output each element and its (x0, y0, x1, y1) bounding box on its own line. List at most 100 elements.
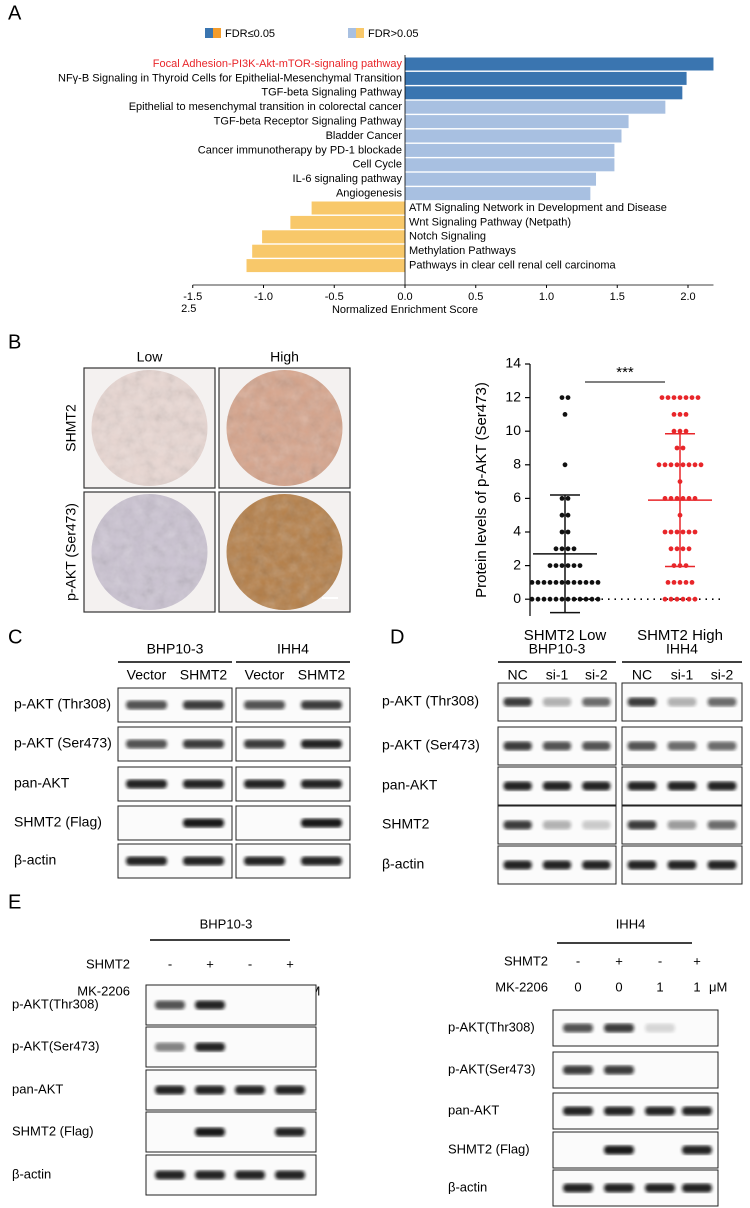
category-label: Pathways in clear cell renal cell carcin… (409, 260, 617, 272)
data-point (692, 596, 698, 602)
data-point (559, 546, 565, 552)
data-point (589, 596, 595, 602)
row-label: β-actin (382, 856, 424, 872)
treatment-value: 0 (615, 979, 622, 994)
data-point (662, 529, 668, 535)
data-point (559, 580, 565, 585)
data-point (674, 546, 680, 552)
band (195, 1170, 225, 1180)
category-label: Cell Cycle (352, 159, 402, 171)
treatment-value: 1 (656, 979, 663, 994)
data-point (541, 580, 547, 585)
data-point (677, 395, 683, 400)
data-point (674, 596, 680, 602)
category-label: Notch Signaling (409, 231, 486, 243)
panel-label: D (390, 626, 404, 648)
band (182, 779, 225, 789)
annotation: 2.5 (181, 303, 196, 315)
bar (405, 100, 666, 114)
data-point (692, 529, 698, 535)
group-label: IHH4 (666, 641, 698, 657)
legend-swatch (205, 28, 213, 38)
y-tick-label: 4 (513, 523, 521, 539)
data-point (535, 596, 541, 602)
treatment-label: SHMT2 (504, 953, 548, 968)
panel-label: E (8, 891, 21, 913)
band (707, 860, 737, 870)
data-point (565, 512, 571, 518)
data-point (686, 596, 692, 602)
band (125, 700, 168, 710)
data-point (559, 395, 565, 400)
unit-label: μM (709, 979, 727, 994)
lane-label: Vector (127, 667, 167, 683)
lane-label: si-1 (546, 667, 569, 683)
data-point (671, 412, 677, 417)
bar (405, 158, 615, 172)
data-point (698, 462, 704, 468)
data-point (683, 428, 689, 434)
data-point (668, 596, 674, 602)
data-point (559, 496, 565, 501)
data-point (677, 428, 683, 434)
lane-label: si-2 (711, 667, 734, 683)
category-label: Wnt Signaling Pathway (Netpath) (409, 216, 571, 228)
row-label: pan-AKT (382, 777, 438, 793)
data-point (674, 529, 680, 535)
band (243, 700, 286, 710)
data-point (559, 512, 565, 518)
y-tick-label: 0 (513, 590, 521, 606)
data-point (577, 596, 583, 602)
lane-label: NC (632, 667, 652, 683)
bar (311, 201, 405, 215)
treatment-value: - (576, 953, 580, 968)
data-point (689, 395, 695, 400)
band (182, 700, 225, 710)
band (627, 781, 657, 791)
tissue-texture (91, 494, 208, 610)
row-label: β-actin (14, 852, 56, 868)
row-label: p-AKT(Ser473) (448, 1061, 535, 1076)
category-label: Focal Adhesion-PI3K-Akt-mTOR-signaling p… (153, 58, 403, 70)
treatment-value: - (168, 956, 172, 971)
lane-label: NC (508, 667, 528, 683)
band (300, 779, 343, 789)
legend-swatch (356, 28, 364, 38)
band (627, 741, 657, 751)
x-axis-label: Normalized Enrichment Score (332, 304, 478, 316)
treatment-label: MK-2206 (77, 983, 130, 998)
band (563, 1183, 593, 1193)
band (125, 856, 168, 866)
data-point (565, 580, 571, 585)
band (155, 1085, 185, 1095)
tissue-texture (226, 494, 343, 610)
category-label: TGF-beta Receptor Signaling Pathway (214, 116, 403, 128)
category-label: Angiogenesis (336, 188, 403, 200)
row-label: p-AKT (Thr308) (14, 696, 111, 712)
data-point (668, 462, 674, 468)
data-point (583, 596, 589, 602)
y-tick-label: 12 (505, 388, 521, 404)
band (155, 1000, 185, 1010)
lane-label: Vector (245, 667, 285, 683)
x-tick-label: SHMT2 High (637, 627, 723, 644)
band (563, 1023, 593, 1033)
treatment-value: - (658, 953, 662, 968)
group-label: BHP10-3 (147, 641, 204, 657)
x-tick-label: 1.0 (539, 291, 554, 303)
data-point (665, 580, 671, 585)
band (667, 781, 697, 791)
data-point (677, 412, 683, 417)
band (627, 697, 657, 707)
band (582, 741, 611, 751)
data-point (583, 580, 589, 585)
band (707, 820, 737, 830)
bar (262, 230, 405, 244)
data-point (671, 563, 677, 568)
data-point (659, 395, 665, 400)
bar (246, 259, 405, 273)
band (604, 1183, 634, 1193)
data-point (562, 412, 568, 417)
band (582, 860, 611, 870)
